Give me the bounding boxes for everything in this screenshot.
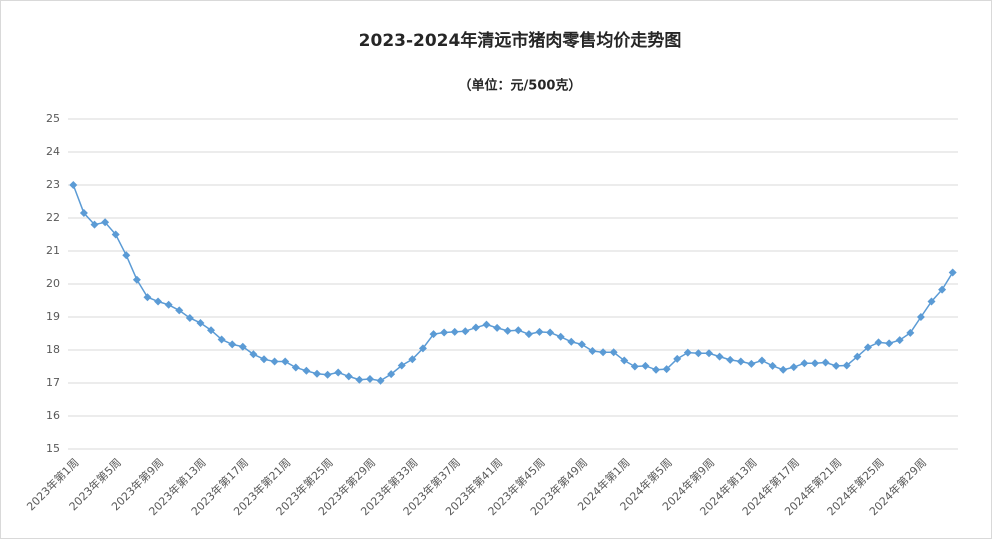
marker: [800, 359, 809, 368]
marker: [652, 365, 661, 374]
marker: [556, 332, 565, 341]
marker: [705, 349, 714, 358]
y-tick-label: 18: [46, 343, 60, 356]
marker: [111, 230, 120, 239]
marker: [238, 342, 247, 351]
chart-title: 2023-2024年清远市猪肉零售均价走势图: [359, 30, 682, 51]
marker: [599, 348, 608, 357]
marker: [757, 356, 766, 365]
marker: [69, 181, 78, 189]
marker: [577, 340, 586, 349]
marker: [355, 375, 364, 384]
marker: [673, 354, 682, 363]
marker: [471, 323, 480, 332]
marker: [249, 350, 258, 359]
marker: [365, 375, 374, 384]
marker: [789, 363, 798, 372]
marker: [440, 328, 449, 337]
marker: [291, 363, 300, 372]
y-tick-label: 15: [46, 442, 60, 455]
marker: [885, 339, 894, 348]
marker: [302, 366, 311, 375]
marker: [810, 359, 819, 368]
marker: [938, 285, 947, 294]
marker: [503, 326, 512, 335]
marker: [376, 376, 385, 385]
marker: [132, 275, 141, 284]
marker: [79, 209, 88, 218]
marker: [185, 313, 194, 322]
marker: [270, 357, 279, 366]
marker: [736, 357, 745, 366]
marker: [609, 348, 618, 357]
marker: [832, 361, 841, 370]
marker: [863, 343, 872, 352]
marker: [514, 326, 523, 335]
marker: [312, 369, 321, 378]
y-tick-label: 22: [46, 211, 60, 224]
marker: [90, 220, 99, 229]
marker: [196, 318, 205, 327]
marker: [779, 365, 788, 374]
marker: [323, 370, 332, 379]
marker: [662, 365, 671, 374]
marker: [260, 355, 269, 364]
marker: [906, 328, 915, 337]
marker: [408, 355, 417, 364]
marker: [842, 361, 851, 370]
marker: [694, 349, 703, 358]
marker: [588, 346, 597, 355]
marker: [429, 330, 438, 339]
marker: [768, 361, 777, 370]
marker: [546, 328, 555, 337]
y-tick-label: 16: [46, 409, 60, 422]
marker: [101, 218, 110, 227]
marker: [164, 300, 173, 309]
marker: [567, 337, 576, 346]
marker: [895, 336, 904, 345]
marker: [916, 313, 925, 321]
chart-subtitle: （单位：元/500克）: [459, 78, 582, 94]
marker: [927, 297, 936, 306]
marker: [450, 327, 459, 336]
marker: [387, 370, 396, 379]
marker: [620, 356, 629, 365]
y-tick-label: 19: [46, 310, 60, 323]
marker: [418, 344, 427, 353]
marker: [461, 327, 470, 336]
marker: [726, 355, 735, 364]
marker: [641, 361, 650, 370]
marker: [524, 330, 533, 339]
marker: [948, 268, 957, 277]
marker: [228, 340, 237, 349]
marker: [821, 358, 830, 367]
marker: [143, 293, 152, 302]
marker: [747, 359, 756, 368]
marker: [874, 338, 883, 347]
marker: [281, 357, 290, 366]
marker: [630, 362, 639, 371]
marker: [344, 372, 353, 381]
y-tick-label: 25: [46, 112, 60, 125]
y-tick-label: 17: [46, 376, 60, 389]
y-tick-label: 24: [46, 145, 60, 158]
marker: [154, 297, 163, 306]
marker: [853, 352, 862, 361]
marker: [122, 251, 131, 260]
marker: [397, 361, 406, 370]
marker: [715, 352, 724, 361]
y-tick-label: 20: [46, 277, 60, 290]
marker: [683, 348, 692, 357]
marker: [493, 323, 502, 332]
marker: [535, 327, 544, 336]
marker: [334, 368, 343, 377]
marker: [217, 335, 226, 344]
marker: [207, 326, 216, 335]
marker: [175, 306, 184, 315]
y-tick-label: 21: [46, 244, 60, 257]
marker: [482, 320, 491, 329]
y-tick-label: 23: [46, 178, 60, 191]
